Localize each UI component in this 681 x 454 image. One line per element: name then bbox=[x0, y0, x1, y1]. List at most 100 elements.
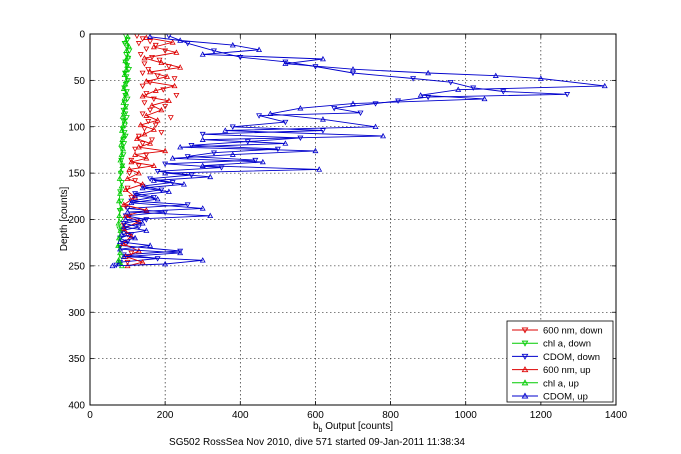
data-point bbox=[124, 208, 131, 215]
data-point bbox=[256, 46, 263, 53]
data-point bbox=[119, 162, 126, 168]
data-point bbox=[122, 57, 129, 64]
data-point bbox=[252, 157, 259, 164]
data-point bbox=[124, 175, 131, 181]
data-point bbox=[115, 234, 122, 241]
x-tick-label: 1000 bbox=[455, 410, 478, 421]
data-point bbox=[126, 166, 133, 172]
grid-lines bbox=[90, 34, 616, 405]
data-point bbox=[120, 253, 127, 259]
data-point bbox=[122, 216, 129, 222]
data-point bbox=[117, 157, 124, 163]
data-point bbox=[470, 85, 477, 91]
data-point bbox=[120, 145, 127, 152]
legend-item: chl a, down bbox=[512, 339, 591, 350]
data-point bbox=[173, 49, 180, 55]
data-point bbox=[177, 64, 184, 70]
y-tick-label: 100 bbox=[68, 122, 85, 133]
data-point bbox=[162, 104, 169, 110]
data-point bbox=[143, 46, 150, 52]
data-point bbox=[150, 162, 157, 168]
data-point bbox=[173, 92, 180, 99]
legend-marker bbox=[521, 327, 529, 334]
data-point bbox=[199, 257, 206, 263]
data-point bbox=[122, 38, 129, 44]
data-point bbox=[132, 234, 139, 241]
data-point bbox=[162, 161, 169, 167]
data-point bbox=[147, 33, 154, 40]
series-line-600-nm-up bbox=[122, 37, 181, 267]
x-tick-label: 600 bbox=[307, 410, 324, 421]
data-point bbox=[139, 259, 146, 265]
y-axis-label: Depth [counts] bbox=[59, 187, 70, 252]
data-point bbox=[425, 69, 432, 76]
data-point bbox=[135, 170, 142, 176]
data-point bbox=[139, 141, 146, 147]
data-point bbox=[117, 249, 124, 256]
data-point bbox=[319, 128, 326, 134]
data-point bbox=[120, 223, 127, 230]
data-point bbox=[256, 113, 263, 119]
data-point bbox=[118, 141, 125, 147]
data-point bbox=[147, 68, 154, 75]
data-point bbox=[199, 136, 206, 142]
data-point bbox=[282, 140, 289, 146]
data-point bbox=[229, 42, 236, 48]
data-point bbox=[143, 155, 150, 161]
data-point bbox=[162, 147, 169, 154]
data-point bbox=[177, 37, 184, 43]
data-point bbox=[128, 198, 135, 205]
data-point bbox=[169, 39, 176, 45]
data-point bbox=[500, 89, 507, 95]
data-point bbox=[149, 137, 155, 143]
data-point bbox=[120, 201, 127, 207]
legend-item: 600 nm, up bbox=[512, 365, 591, 376]
data-point bbox=[149, 102, 155, 108]
data-point bbox=[122, 104, 129, 110]
data-point bbox=[156, 57, 163, 64]
legend-item: CDOM, up bbox=[512, 392, 588, 403]
data-point bbox=[211, 48, 217, 54]
y-tick-label: 350 bbox=[68, 354, 85, 365]
data-point bbox=[158, 59, 165, 65]
data-point bbox=[137, 52, 144, 58]
x-tick-label: 400 bbox=[232, 410, 249, 421]
data-point bbox=[350, 100, 356, 106]
data-point bbox=[143, 152, 150, 158]
figure-caption: SG502 RossSea Nov 2010, dive 571 started… bbox=[169, 437, 465, 448]
series-chl-a-up bbox=[115, 33, 132, 269]
data-point bbox=[139, 83, 146, 90]
data-point bbox=[122, 186, 129, 193]
data-point bbox=[117, 189, 124, 195]
data-point bbox=[158, 130, 165, 136]
data-point bbox=[143, 112, 150, 118]
x-tick-label: 1400 bbox=[605, 410, 628, 421]
data-point bbox=[120, 99, 127, 105]
data-point bbox=[135, 163, 142, 169]
data-point bbox=[147, 140, 154, 146]
data-point bbox=[118, 151, 125, 157]
data-point bbox=[117, 238, 124, 244]
y-tick-label: 50 bbox=[74, 76, 86, 87]
data-point bbox=[229, 151, 236, 157]
data-point bbox=[139, 70, 146, 77]
data-point bbox=[128, 157, 135, 164]
data-point bbox=[123, 90, 130, 96]
data-point bbox=[143, 217, 150, 223]
data-point bbox=[150, 195, 157, 201]
data-point bbox=[171, 82, 178, 89]
data-point bbox=[124, 62, 131, 68]
data-point bbox=[372, 101, 379, 107]
data-point bbox=[357, 110, 364, 116]
data-point bbox=[122, 80, 129, 87]
data-point bbox=[188, 143, 195, 149]
data-point bbox=[601, 82, 608, 89]
data-point bbox=[177, 248, 184, 255]
y-tick-label: 250 bbox=[68, 261, 85, 272]
legend-label: 600 nm, down bbox=[543, 326, 603, 337]
legend: 600 nm, down chl a, down CDOM, down 600 nm,… bbox=[506, 320, 614, 403]
data-point bbox=[564, 92, 571, 98]
x-tick-label: 1200 bbox=[530, 410, 553, 421]
data-point bbox=[165, 97, 172, 104]
data-point bbox=[410, 76, 417, 82]
